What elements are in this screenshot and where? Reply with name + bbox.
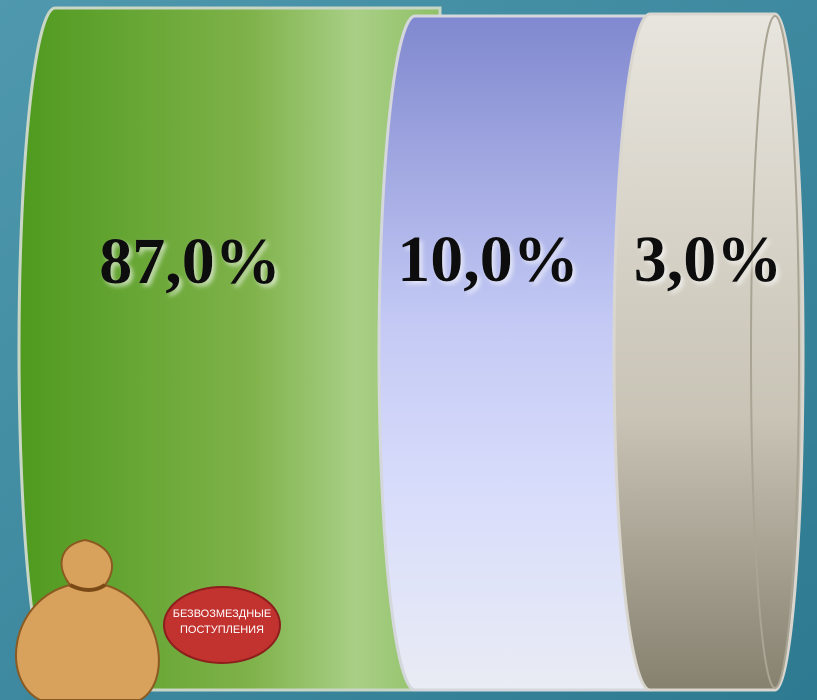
gray-segment — [614, 14, 803, 690]
badge-text: БЕЗВОЗМЕЗДНЫЕ — [173, 608, 272, 620]
segment-label: 87,0% — [99, 225, 281, 298]
segment-label: 10,0% — [397, 223, 579, 296]
segment-label: 3,0% — [634, 223, 783, 296]
blue-segment — [379, 16, 650, 690]
page: 87,0% 10,0% 3,0% БЕЗВОЗМЕЗДНЫЕ ПОСТУПЛЕН… — [0, 0, 817, 700]
slide: 87,0% 10,0% 3,0% БЕЗВОЗМЕЗДНЫЕ ПОСТУПЛЕН… — [0, 0, 817, 700]
badge: БЕЗВОЗМЕЗДНЫЕ ПОСТУПЛЕНИЯ — [164, 587, 280, 663]
badge-text: ПОСТУПЛЕНИЯ — [180, 624, 264, 636]
